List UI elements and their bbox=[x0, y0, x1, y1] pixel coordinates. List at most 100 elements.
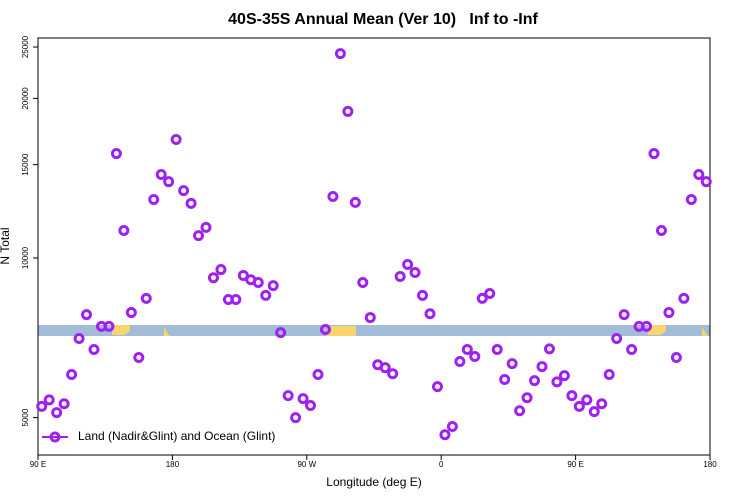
point bbox=[51, 407, 63, 419]
point bbox=[670, 352, 682, 364]
x-tick-label: 90 E bbox=[567, 460, 583, 469]
y-tick-label: 10000 bbox=[21, 246, 30, 269]
point bbox=[700, 176, 712, 188]
point bbox=[543, 343, 555, 355]
point bbox=[685, 194, 697, 206]
y-tick-label: 5000 bbox=[21, 408, 30, 426]
legend-marker bbox=[49, 431, 61, 443]
point bbox=[36, 400, 48, 412]
point bbox=[641, 320, 653, 332]
point bbox=[81, 309, 93, 321]
map-strip bbox=[38, 325, 710, 336]
point bbox=[521, 392, 533, 404]
land bbox=[702, 327, 708, 336]
point bbox=[290, 412, 302, 424]
x-tick-label: 90 E bbox=[30, 460, 46, 469]
point bbox=[327, 191, 339, 203]
point bbox=[297, 393, 309, 405]
x-axis-label: Longitude (deg E) bbox=[326, 475, 421, 489]
point bbox=[163, 176, 175, 188]
point bbox=[581, 394, 593, 406]
point bbox=[252, 277, 264, 289]
point bbox=[133, 352, 145, 364]
y-tick-label: 20000 bbox=[21, 87, 30, 110]
land bbox=[648, 325, 666, 335]
x-tick-label: 90 W bbox=[297, 460, 316, 469]
point bbox=[648, 148, 660, 160]
point bbox=[514, 405, 526, 417]
point bbox=[275, 327, 287, 339]
point bbox=[170, 134, 182, 146]
point bbox=[484, 288, 496, 300]
point bbox=[282, 390, 294, 402]
point bbox=[424, 308, 436, 320]
point bbox=[588, 406, 600, 418]
point bbox=[663, 307, 675, 319]
point bbox=[558, 370, 570, 382]
land bbox=[112, 325, 130, 335]
point bbox=[334, 48, 346, 60]
point bbox=[364, 312, 376, 324]
point bbox=[103, 320, 115, 332]
point bbox=[125, 307, 137, 319]
point bbox=[491, 344, 503, 356]
point bbox=[431, 381, 443, 393]
point bbox=[349, 196, 361, 208]
land bbox=[326, 326, 356, 336]
point bbox=[319, 324, 331, 336]
point bbox=[193, 230, 205, 242]
point bbox=[215, 264, 227, 276]
point bbox=[185, 197, 197, 209]
point bbox=[58, 398, 70, 410]
point bbox=[506, 358, 518, 370]
point bbox=[342, 105, 354, 117]
point bbox=[618, 309, 630, 321]
point bbox=[417, 289, 429, 301]
point bbox=[536, 361, 548, 373]
point bbox=[461, 344, 473, 356]
point bbox=[267, 280, 279, 292]
point bbox=[611, 332, 623, 344]
point bbox=[118, 224, 130, 236]
point bbox=[446, 421, 458, 433]
point bbox=[73, 332, 85, 344]
point bbox=[394, 270, 406, 282]
point bbox=[529, 375, 541, 387]
point bbox=[678, 292, 690, 304]
point bbox=[88, 344, 100, 356]
point bbox=[566, 390, 578, 402]
plot-frame bbox=[37, 37, 711, 456]
ocean-band bbox=[38, 325, 710, 336]
point bbox=[402, 259, 414, 271]
point bbox=[200, 221, 212, 233]
point bbox=[603, 368, 615, 380]
y-tick-label: 25000 bbox=[21, 35, 30, 58]
point bbox=[207, 272, 219, 284]
point bbox=[178, 185, 190, 197]
point bbox=[148, 194, 160, 206]
y-axis-label: N Total bbox=[0, 227, 12, 264]
point bbox=[693, 169, 705, 181]
legend-label: Land (Nadir&Glint) and Ocean (Glint) bbox=[78, 429, 275, 443]
x-tick-label: 180 bbox=[703, 460, 717, 469]
point bbox=[66, 368, 78, 380]
point bbox=[439, 429, 451, 441]
point bbox=[312, 368, 324, 380]
y-tick-label: 15000 bbox=[21, 153, 30, 176]
point bbox=[655, 224, 667, 236]
x-tick-label: 0 bbox=[439, 460, 444, 469]
point bbox=[43, 394, 55, 406]
x-tick-label: 180 bbox=[166, 460, 180, 469]
point bbox=[596, 398, 608, 410]
point bbox=[230, 294, 242, 306]
point bbox=[469, 350, 481, 362]
point bbox=[140, 292, 152, 304]
point bbox=[387, 368, 399, 380]
point bbox=[573, 400, 585, 412]
point bbox=[110, 148, 122, 160]
point bbox=[305, 399, 317, 411]
point bbox=[155, 169, 167, 181]
point bbox=[409, 266, 421, 278]
chart-title: 40S-35S Annual Mean (Ver 10) Inf to -Inf bbox=[228, 11, 538, 28]
